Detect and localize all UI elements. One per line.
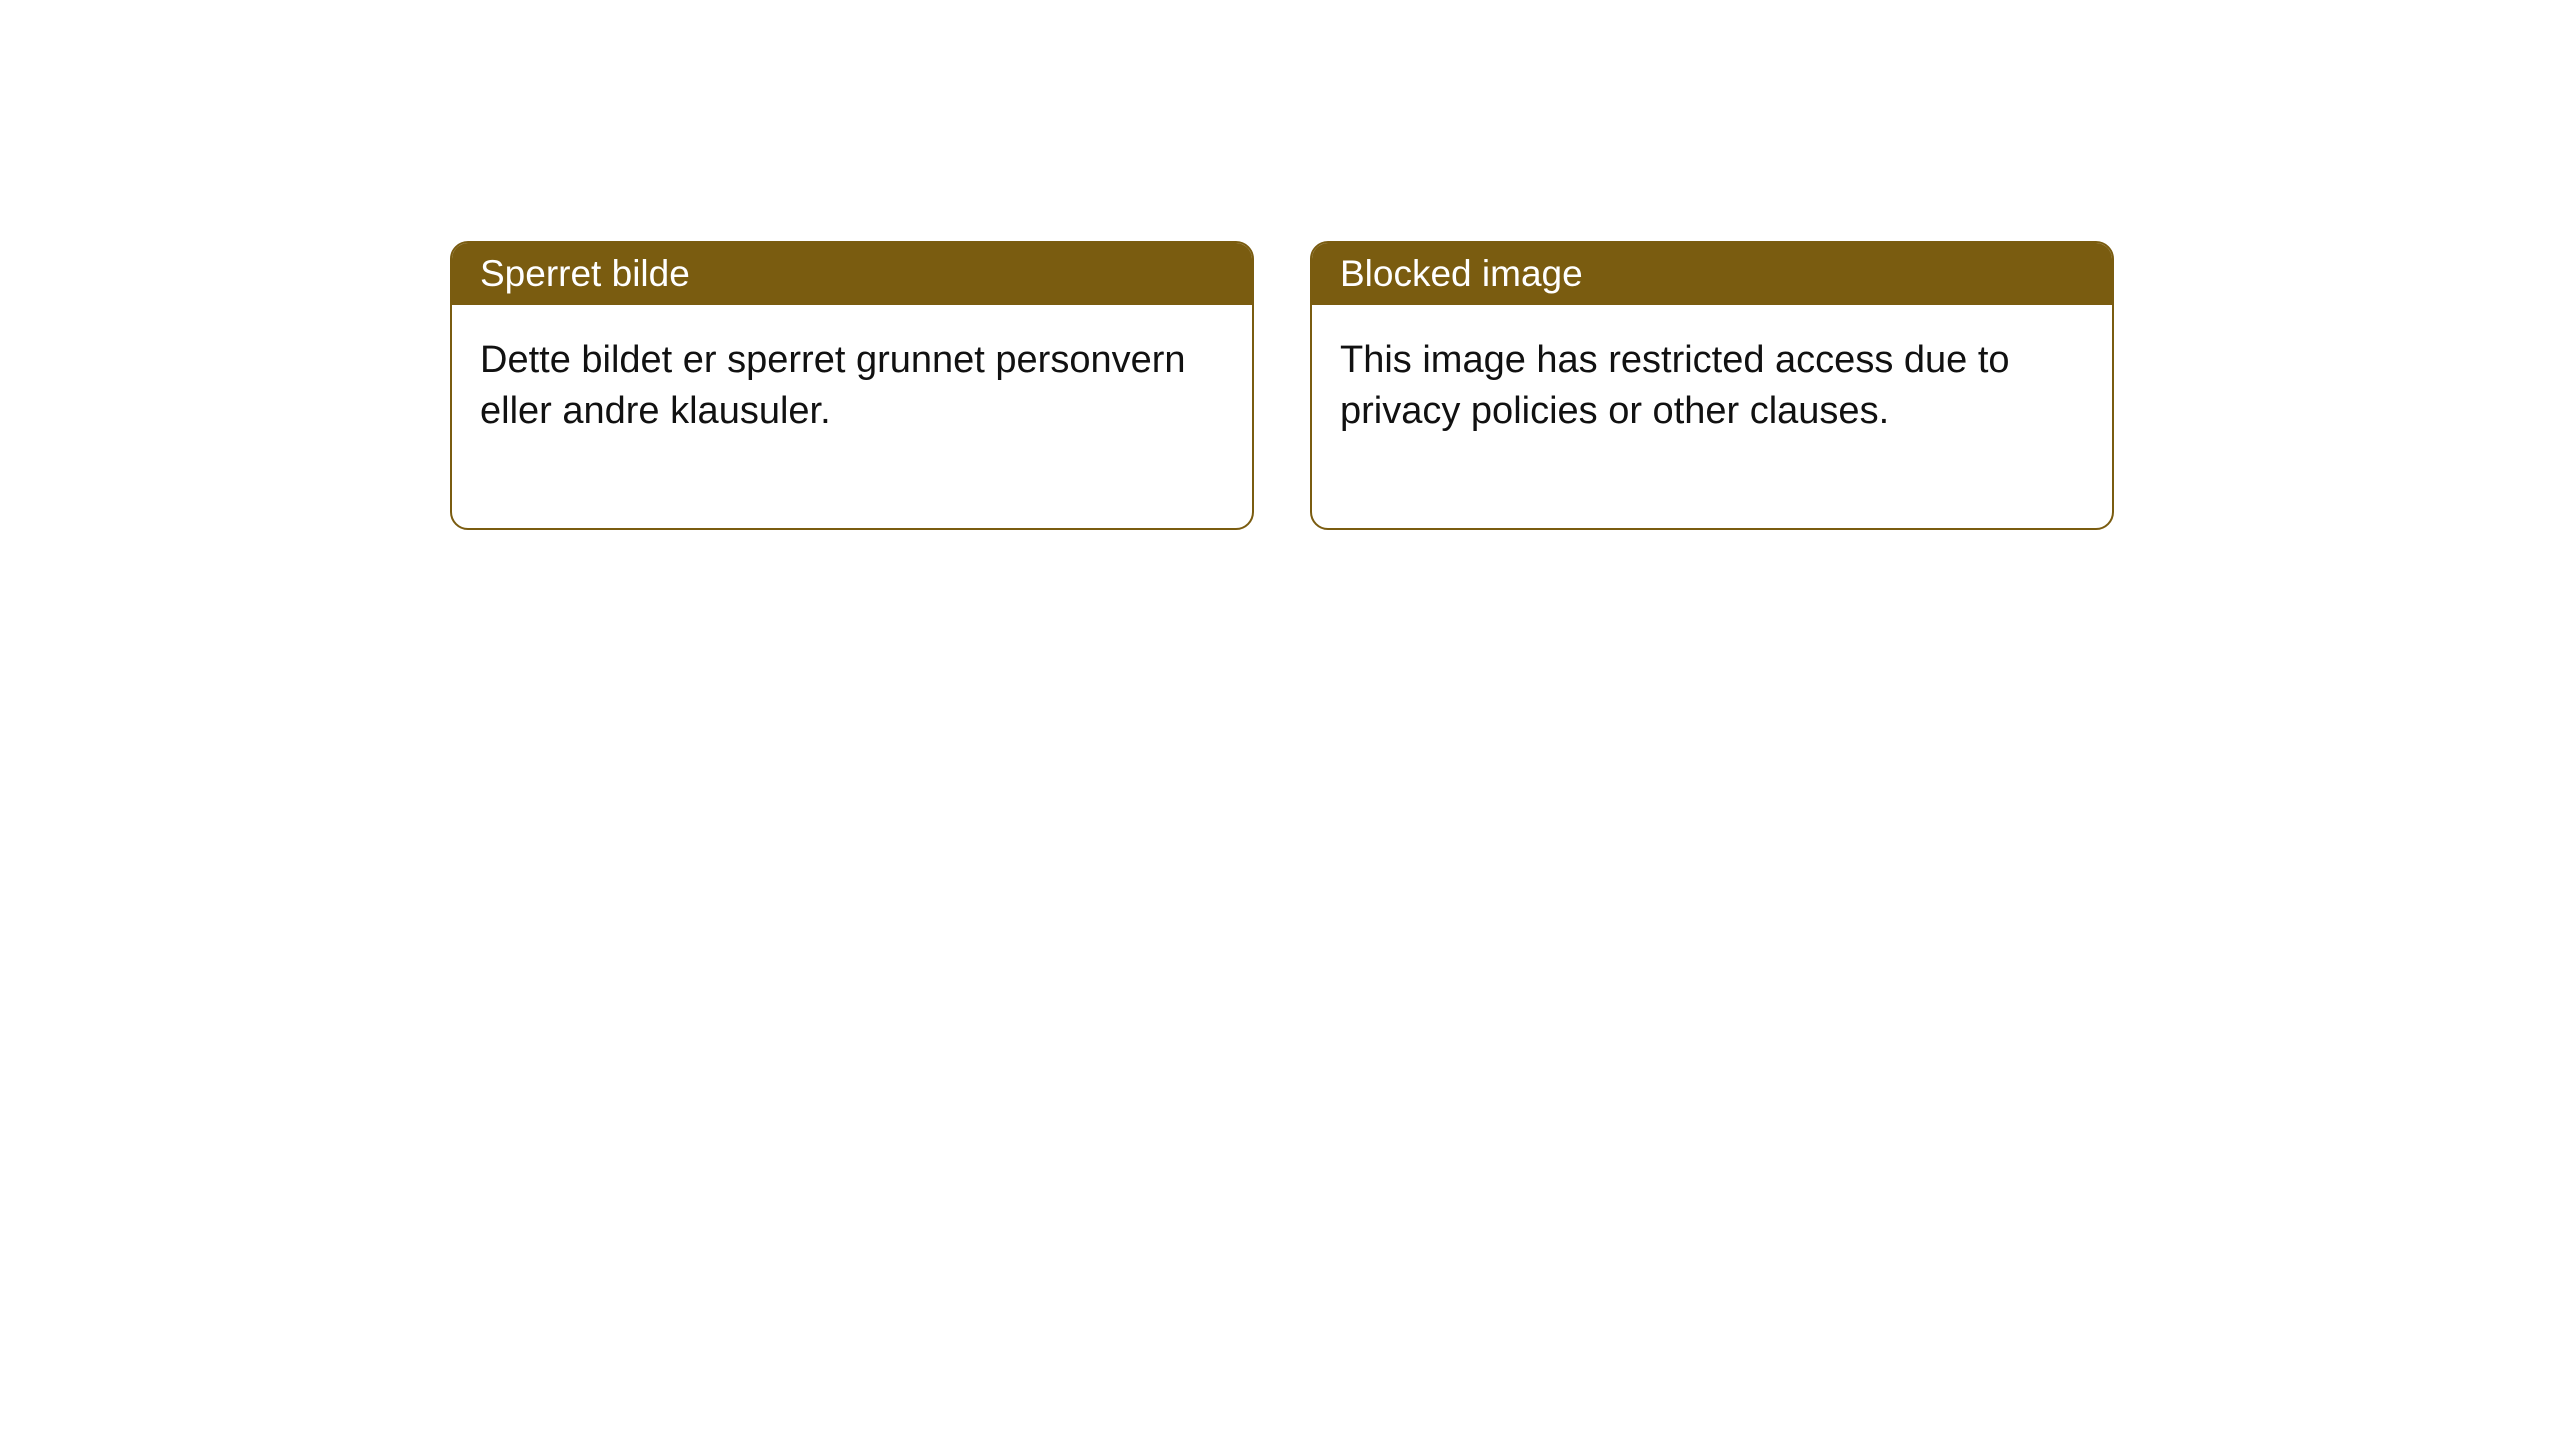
notice-body-english: This image has restricted access due to … [1312, 305, 2112, 528]
notice-header-english: Blocked image [1312, 243, 2112, 305]
notice-card-norwegian: Sperret bilde Dette bildet er sperret gr… [450, 241, 1254, 530]
notice-header-norwegian: Sperret bilde [452, 243, 1252, 305]
notice-container: Sperret bilde Dette bildet er sperret gr… [450, 241, 2114, 530]
notice-body-norwegian: Dette bildet er sperret grunnet personve… [452, 305, 1252, 528]
notice-card-english: Blocked image This image has restricted … [1310, 241, 2114, 530]
